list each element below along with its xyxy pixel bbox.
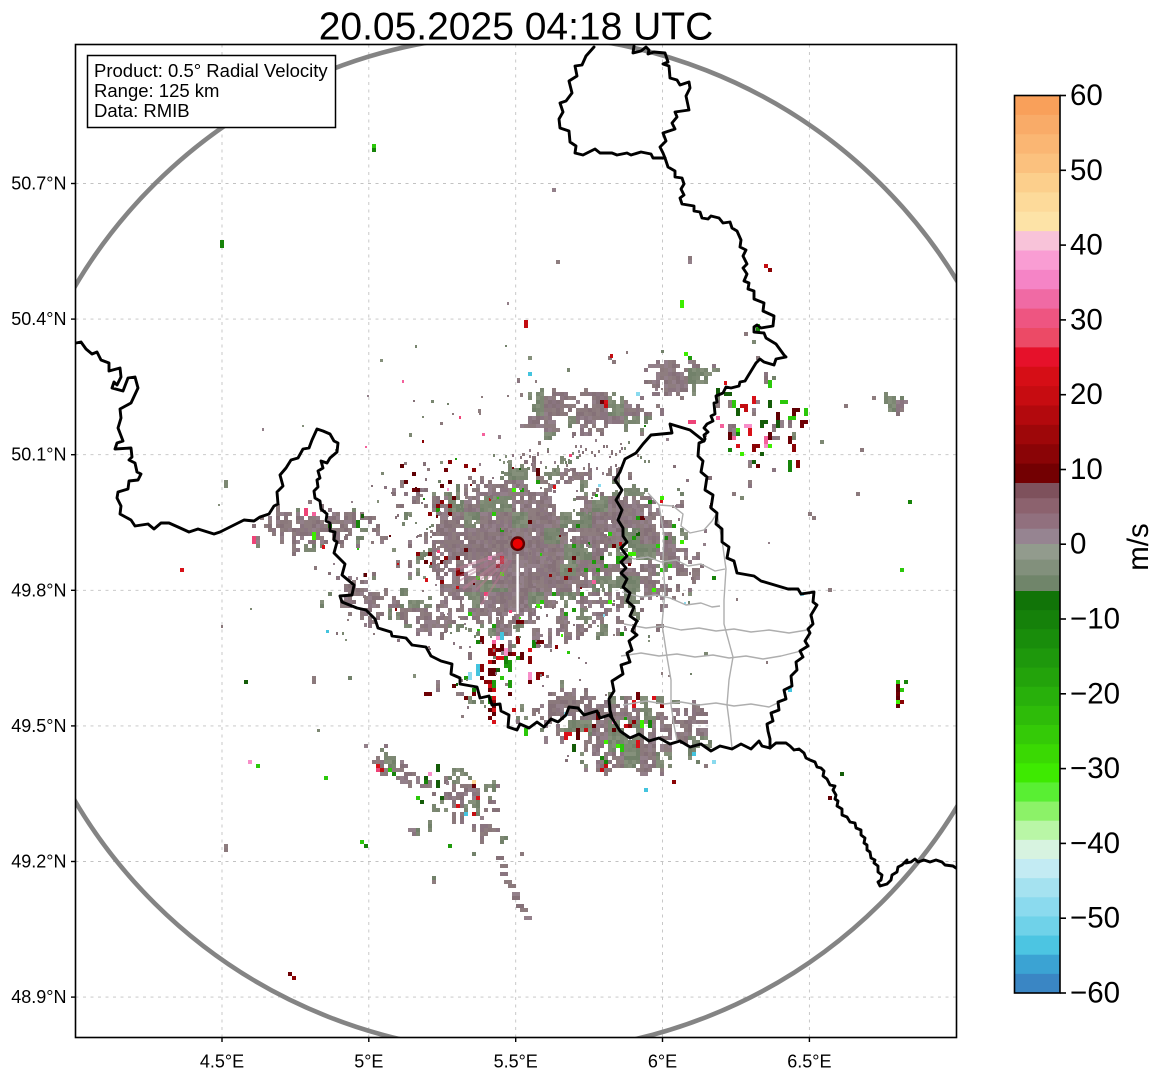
svg-text:50.7°N: 50.7°N <box>11 174 66 194</box>
svg-text:6°E: 6°E <box>648 1052 677 1072</box>
svg-text:−40: −40 <box>1070 827 1120 860</box>
svg-text:Product: 0.5° Radial Velocity: Product: 0.5° Radial Velocity <box>94 60 328 81</box>
svg-text:20.05.2025 04:18 UTC: 20.05.2025 04:18 UTC <box>319 6 714 49</box>
svg-text:50.4°N: 50.4°N <box>11 309 66 329</box>
svg-text:−60: −60 <box>1070 977 1120 1010</box>
svg-text:−10: −10 <box>1070 603 1120 636</box>
svg-text:4.5°E: 4.5°E <box>200 1052 244 1072</box>
svg-text:0: 0 <box>1070 528 1086 561</box>
svg-text:40: 40 <box>1070 229 1103 262</box>
svg-text:30: 30 <box>1070 303 1103 336</box>
svg-text:−50: −50 <box>1070 902 1120 935</box>
svg-text:m/s: m/s <box>1122 523 1155 571</box>
svg-text:−30: −30 <box>1070 752 1120 785</box>
svg-text:49.8°N: 49.8°N <box>11 580 66 600</box>
svg-text:10: 10 <box>1070 453 1103 486</box>
svg-text:49.5°N: 49.5°N <box>11 716 66 736</box>
svg-text:20: 20 <box>1070 378 1103 411</box>
svg-text:5°E: 5°E <box>354 1052 383 1072</box>
svg-text:48.9°N: 48.9°N <box>11 987 66 1007</box>
svg-text:60: 60 <box>1070 79 1103 112</box>
svg-text:Range: 125 km: Range: 125 km <box>94 80 219 101</box>
svg-text:50: 50 <box>1070 154 1103 187</box>
svg-text:Data: RMIB: Data: RMIB <box>94 100 190 121</box>
svg-text:50.1°N: 50.1°N <box>11 445 66 465</box>
svg-text:5.5°E: 5.5°E <box>494 1052 538 1072</box>
svg-text:49.2°N: 49.2°N <box>11 852 66 872</box>
svg-text:−20: −20 <box>1070 677 1120 710</box>
svg-text:6.5°E: 6.5°E <box>787 1052 831 1072</box>
